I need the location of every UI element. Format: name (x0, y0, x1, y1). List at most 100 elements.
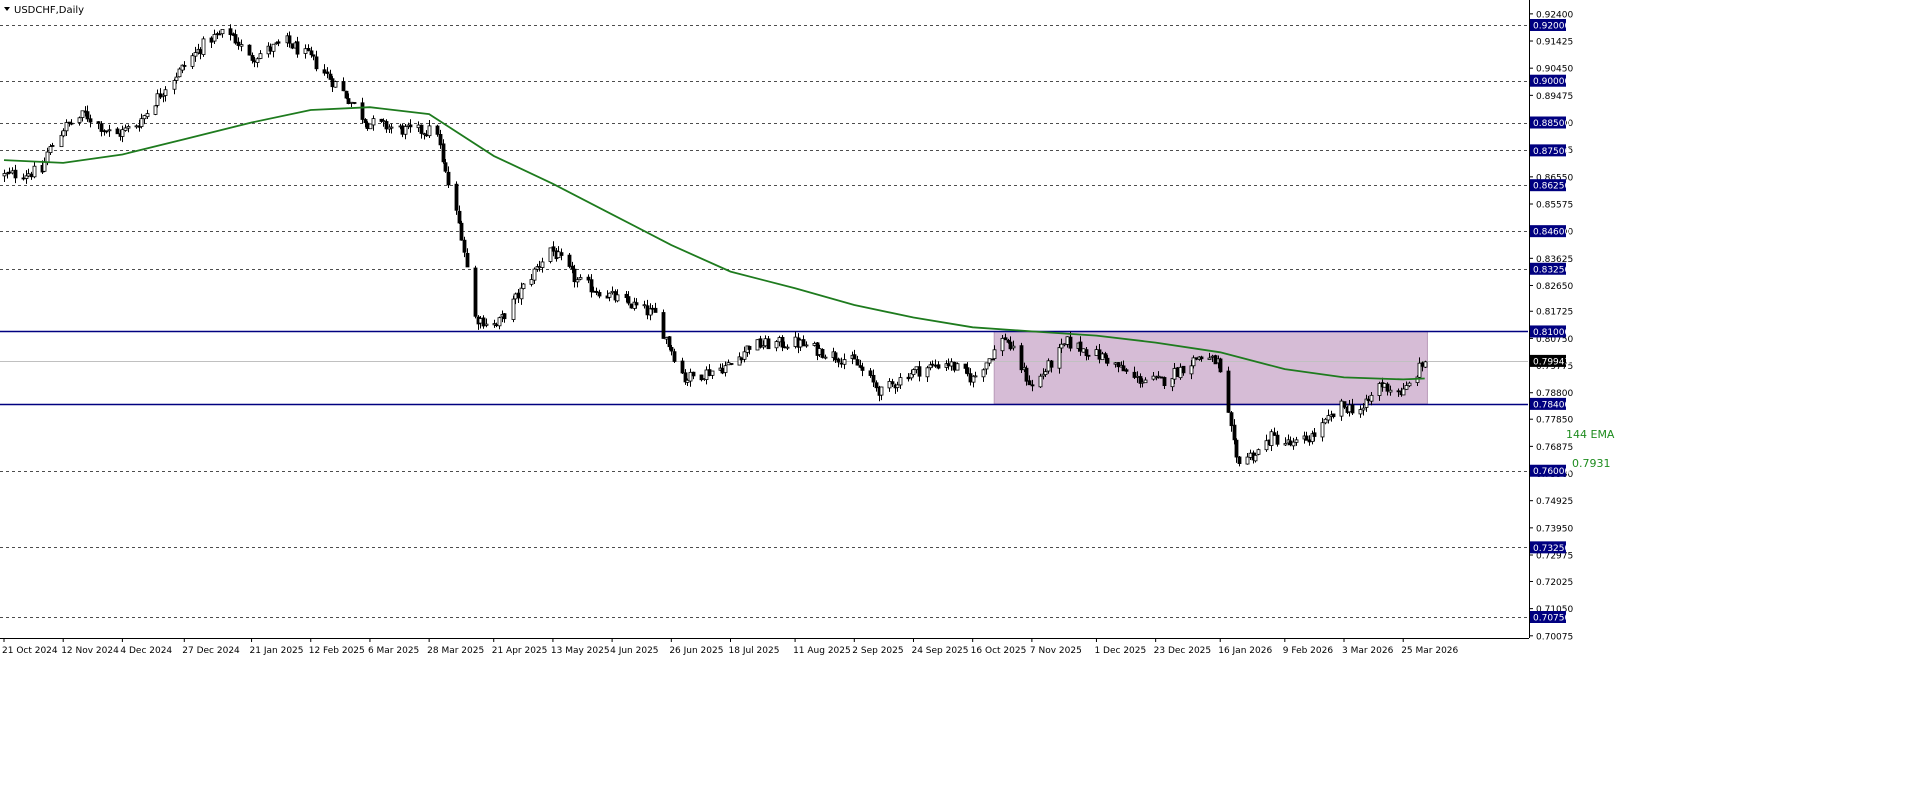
candle-body (556, 251, 561, 259)
candle-body (1218, 358, 1223, 373)
candle-body (968, 373, 973, 383)
candle-body (1191, 357, 1196, 367)
candle-body (516, 292, 521, 299)
candle-body (664, 337, 669, 340)
candle-body (250, 55, 255, 61)
candle-body (306, 48, 311, 51)
level-price-tag-bg (1530, 225, 1566, 238)
candle-body (511, 298, 516, 320)
candle-body (104, 130, 109, 133)
candle-body (589, 279, 594, 293)
candle-body (537, 266, 542, 269)
candle-body (992, 349, 997, 360)
time-tick-label: 7 Nov 2025 (1030, 646, 1082, 656)
candle-body (368, 123, 373, 130)
candle-body (32, 165, 37, 178)
candle-body (435, 125, 440, 135)
candle-body (182, 65, 187, 67)
candle-body (683, 372, 688, 383)
time-tick-label: 25 Mar 2026 (1401, 646, 1458, 656)
candle-body (879, 386, 884, 396)
price-tick-label: 0.74925 (1536, 497, 1573, 507)
candle-body (1132, 371, 1137, 378)
candle-body (322, 69, 327, 74)
candle-body (798, 339, 803, 348)
candle-body (642, 304, 647, 307)
candle-body (64, 122, 69, 132)
candle-body (766, 338, 771, 350)
candle-body (559, 252, 564, 256)
candle-body (699, 374, 704, 381)
price-tick-label: 0.72975 (1536, 552, 1573, 562)
candle-body (1417, 362, 1422, 378)
candle-body (24, 175, 29, 179)
price-tick-label: 0.70075 (1536, 632, 1573, 642)
triangle-down-icon[interactable] (4, 7, 10, 11)
candle-body (381, 120, 386, 122)
candle-body (384, 121, 389, 130)
candle-body (729, 363, 734, 365)
candle-body (424, 134, 429, 137)
candle-body (1030, 384, 1035, 387)
candle-body (443, 162, 448, 172)
candle-body (774, 341, 779, 349)
level-price-tag-bg (1530, 464, 1566, 477)
candle-body (252, 60, 257, 63)
candle-body (1423, 361, 1428, 368)
candle-body (497, 317, 502, 327)
candle-body (1062, 343, 1067, 346)
time-tick-label: 9 Feb 2026 (1283, 646, 1334, 656)
candle-body (1046, 360, 1051, 372)
candle-body (193, 52, 198, 57)
candle-body (1049, 360, 1054, 368)
candle-body (933, 364, 938, 367)
candle-body (123, 127, 128, 131)
candle-body (341, 81, 346, 92)
level-price-tag: 0.73250 (1533, 544, 1570, 554)
candle-body (29, 173, 34, 178)
price-tags: 0.92000 0.90000 0.88500 0.87500 0.86250 0.846… (1530, 19, 1570, 624)
candle-body (1172, 368, 1177, 380)
candle-body (1256, 449, 1261, 455)
candle-body (1339, 400, 1344, 417)
candle-body (177, 68, 182, 78)
time-tick-label: 2 Sep 2025 (852, 646, 903, 656)
candle-body (1248, 452, 1253, 458)
time-tick-label: 28 Mar 2025 (427, 646, 484, 656)
candle-body (371, 118, 376, 126)
candle-body (446, 171, 451, 186)
time-tick-label: 21 Jan 2025 (250, 646, 304, 656)
price-tick-label: 0.79775 (1536, 362, 1573, 372)
candle-body (389, 126, 394, 129)
candle-body (69, 122, 74, 125)
candle-body (478, 318, 483, 324)
candle-body (1103, 353, 1108, 359)
candle-body (610, 290, 615, 294)
candle-body (255, 58, 260, 63)
candle-body (890, 381, 895, 385)
candle-body (1323, 418, 1328, 424)
time-tick-label: 16 Oct 2025 (971, 646, 1027, 656)
candle-body (1210, 355, 1215, 358)
candle-body (1140, 381, 1145, 384)
candle-body (984, 362, 989, 370)
candle-body (1232, 424, 1237, 441)
candle-body (688, 371, 693, 382)
candle-body (502, 313, 507, 320)
time-tick-label: 1 Dec 2025 (1094, 646, 1146, 656)
candle-body (1275, 434, 1280, 445)
candle-body (653, 307, 658, 313)
candle-body (1003, 337, 1008, 341)
candle-body (459, 222, 464, 241)
candle-body (1156, 375, 1161, 378)
candle-body (59, 134, 64, 148)
candle-body (839, 362, 844, 365)
candle-body (1199, 356, 1204, 360)
candle-body (239, 44, 244, 47)
candle-body (895, 384, 900, 388)
candle-body (268, 46, 273, 52)
candle-body (10, 170, 15, 174)
candle-body (812, 343, 817, 346)
